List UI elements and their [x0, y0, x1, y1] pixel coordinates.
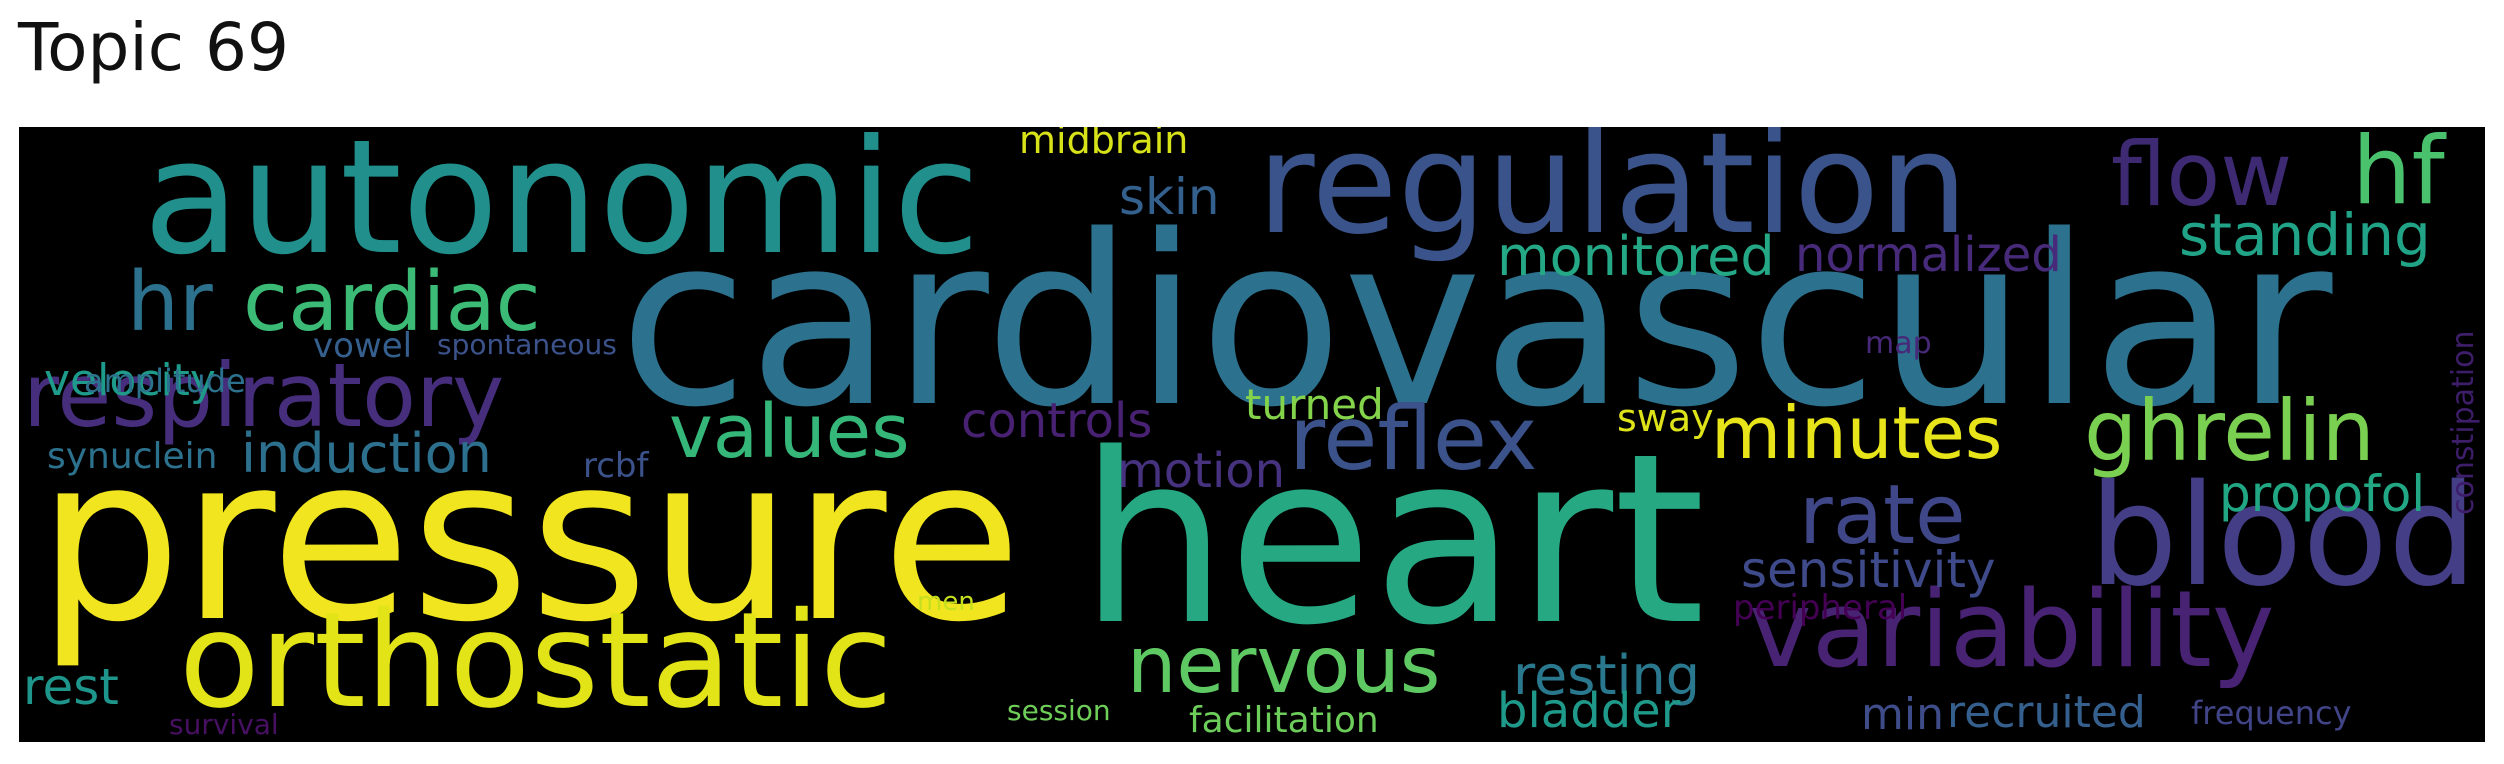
- word-recruited: recruited: [1947, 687, 2146, 738]
- word-heart: heart: [1079, 404, 1706, 677]
- word-rate: rate: [1799, 468, 1966, 563]
- word-minutes: minutes: [1711, 391, 2003, 475]
- word-map: map: [1865, 326, 1932, 361]
- word-turned: turned: [1245, 380, 1384, 429]
- word-bladder: bladder: [1497, 683, 1681, 739]
- word-survival: survival: [169, 708, 279, 741]
- page-title: Topic 69: [18, 9, 289, 86]
- word-sensitivity: sensitivity: [1741, 541, 1996, 599]
- word-values: values: [669, 389, 910, 475]
- word-induction: induction: [241, 422, 492, 485]
- word-regulation: regulation: [1257, 127, 1969, 266]
- word-propofol: propofol: [2219, 465, 2426, 523]
- word-standing: standing: [2179, 201, 2431, 269]
- word-blood: blood: [2089, 455, 2477, 618]
- word-controls: controls: [961, 393, 1153, 449]
- word-normalized: normalized: [1795, 227, 2062, 283]
- word-midbrain: midbrain: [1019, 127, 1189, 162]
- word-peripheral: peripheral: [1733, 588, 1908, 628]
- word-respiratory: respiratory: [23, 344, 505, 447]
- word-session: session: [1007, 694, 1111, 727]
- word-motion: motion: [1117, 443, 1286, 499]
- word-monitored: monitored: [1497, 225, 1775, 288]
- word-nervous: nervous: [1127, 621, 1441, 711]
- word-orthostatic: orthostatic: [179, 584, 893, 738]
- word-velocity: velocity: [44, 355, 216, 406]
- word-synuclein: synuclein: [47, 436, 218, 477]
- word-spontaneous: spontaneous: [437, 328, 617, 361]
- word-flow: flow: [2111, 127, 2293, 226]
- word-cardiac: cardiac: [243, 255, 541, 350]
- word-variability: variability: [1749, 568, 2275, 691]
- word-hr: hr: [127, 255, 213, 350]
- word-hf: hf: [2352, 127, 2445, 226]
- word-cloud: cardiovascular pressure heart autonomic …: [19, 127, 2485, 742]
- word-constipation: constipation: [2446, 330, 2481, 515]
- word-autonomic: autonomic: [143, 127, 981, 290]
- word-men: men: [917, 587, 975, 617]
- word-skin: skin: [1119, 168, 1220, 226]
- word-reflex: reflex: [1289, 387, 1538, 490]
- word-facilitation: facilitation: [1189, 700, 1379, 741]
- word-rest: rest: [23, 658, 119, 716]
- word-ghrelin: ghrelin: [2084, 382, 2375, 480]
- word-resting: resting: [1513, 644, 1701, 707]
- word-min: min: [1861, 689, 1944, 740]
- word-amplitude: amplitude: [84, 362, 246, 400]
- word-sway: sway: [1617, 396, 1714, 440]
- word-frequency: frequency: [2191, 694, 2352, 732]
- word-cardiovascular: cardiovascular: [619, 186, 2333, 459]
- word-rcbf: rcbf: [583, 446, 649, 486]
- word-pressure: pressure: [37, 406, 1022, 672]
- word-vowel: vowel: [313, 326, 413, 366]
